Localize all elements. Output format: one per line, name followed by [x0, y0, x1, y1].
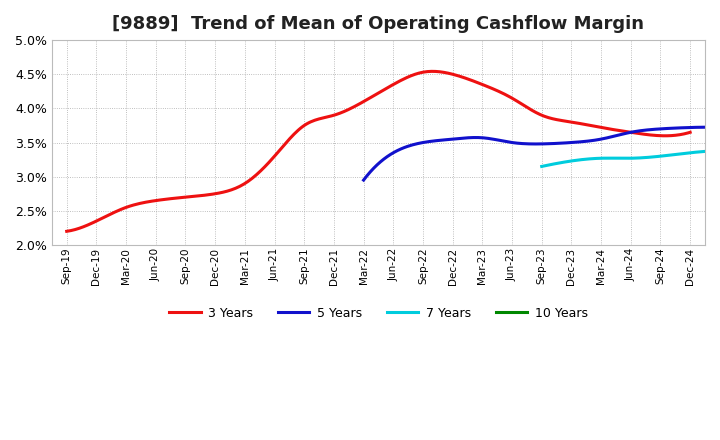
Title: [9889]  Trend of Mean of Operating Cashflow Margin: [9889] Trend of Mean of Operating Cashfl…: [112, 15, 644, 33]
Legend: 3 Years, 5 Years, 7 Years, 10 Years: 3 Years, 5 Years, 7 Years, 10 Years: [164, 302, 593, 325]
